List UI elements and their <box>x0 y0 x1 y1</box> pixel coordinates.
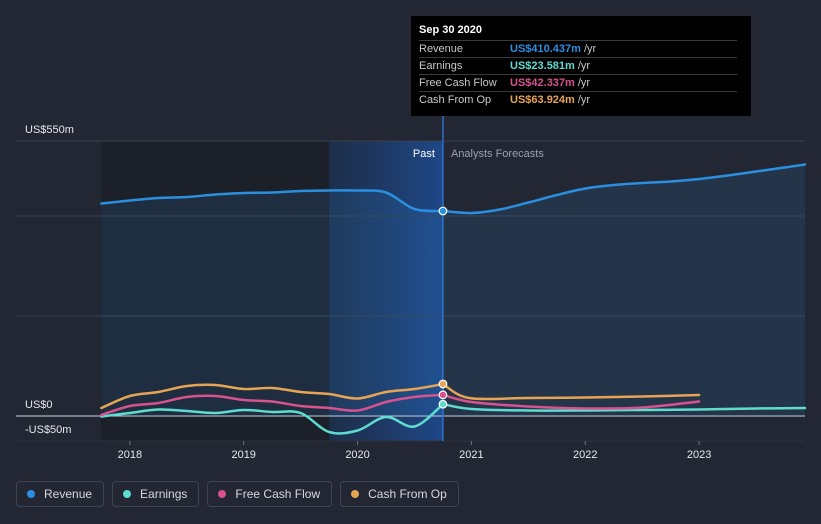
legend-label: Earnings <box>140 487 188 501</box>
earnings-past-line <box>100 402 445 435</box>
revenue-area <box>101 164 806 416</box>
revenue-marker <box>438 206 448 216</box>
tooltip-label: Earnings <box>419 60 463 72</box>
legend-dot-icon <box>351 490 360 498</box>
tooltip-value: US$42.337m <box>510 77 575 89</box>
free-cash-flow-marker <box>438 390 448 400</box>
legend-label: Free Cash Flow <box>235 487 321 501</box>
tooltip-label: Revenue <box>419 43 464 55</box>
y-axis-label: US$0 <box>25 399 53 411</box>
tooltip-row-earnings: Earnings US$23.581m /yr <box>419 57 737 74</box>
legend-dot-icon <box>123 490 132 498</box>
legend-dot-icon <box>218 490 227 498</box>
tooltip-date: Sep 30 2020 <box>419 24 482 36</box>
tooltip-unit: /yr <box>577 77 591 89</box>
cash-from-op-marker <box>438 379 448 389</box>
data-tooltip: Sep 30 2020 Revenue US$410.437m /yr Earn… <box>411 16 751 116</box>
x-tick-label: 2019 <box>231 449 255 461</box>
chart-legend: Revenue Earnings Free Cash Flow Cash Fro… <box>16 481 459 507</box>
earnings-marker <box>438 399 448 409</box>
cash-from-op-forecast-line <box>441 382 701 401</box>
legend-dot-icon <box>27 490 35 498</box>
revenue-forecast-line <box>441 163 807 215</box>
past-label: Past <box>413 148 435 160</box>
legend-item-cash-from-op[interactable]: Cash From Op <box>340 481 459 507</box>
tooltip-unit: /yr <box>577 94 591 106</box>
free-cash-flow-past-line <box>100 393 445 417</box>
tooltip-row-revenue: Revenue US$410.437m /yr <box>419 40 737 57</box>
tooltip-unit: /yr <box>583 43 597 55</box>
legend-label: Cash From Op <box>368 487 447 501</box>
tooltip-value: US$63.924m <box>510 94 575 106</box>
earnings-forecast-line <box>441 402 807 412</box>
legend-item-free-cash-flow[interactable]: Free Cash Flow <box>207 481 333 507</box>
tooltip-row-free-cash-flow: Free Cash Flow US$42.337m /yr <box>419 74 737 91</box>
legend-label: Revenue <box>44 487 93 501</box>
tooltip-unit: /yr <box>577 60 591 72</box>
revenue-past-line <box>100 189 445 213</box>
x-tick-label: 2018 <box>118 449 142 461</box>
y-axis-label: -US$50m <box>25 424 71 436</box>
cash-from-op-past-line <box>100 382 445 410</box>
legend-item-earnings[interactable]: Earnings <box>112 481 200 507</box>
x-tick-label: 2021 <box>459 449 483 461</box>
forecast-label: Analysts Forecasts <box>451 148 544 160</box>
tooltip-row-cash-from-op: Cash From Op US$63.924m /yr <box>419 91 737 108</box>
x-tick-label: 2020 <box>345 449 369 461</box>
x-tick-label: 2023 <box>687 449 711 461</box>
tooltip-value: US$23.581m <box>510 60 575 72</box>
tooltip-value: US$410.437m <box>510 43 581 55</box>
legend-item-revenue[interactable]: Revenue <box>16 481 105 507</box>
free-cash-flow-forecast-line <box>441 393 701 410</box>
tooltip-label: Free Cash Flow <box>419 77 497 89</box>
y-axis-label: US$550m <box>25 124 74 136</box>
x-tick-label: 2022 <box>573 449 597 461</box>
tooltip-label: Cash From Op <box>419 94 492 106</box>
